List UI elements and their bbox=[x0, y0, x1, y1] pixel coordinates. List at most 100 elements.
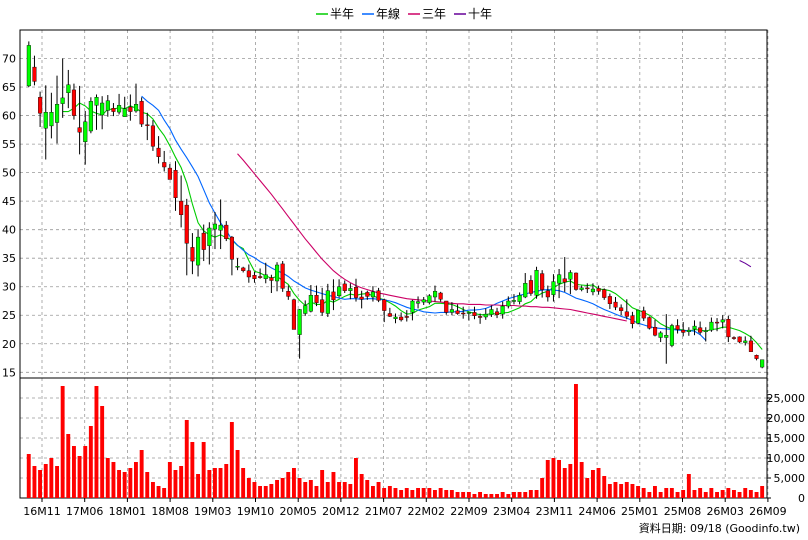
candle-body bbox=[641, 310, 646, 319]
candle-body bbox=[602, 289, 607, 298]
candle-body bbox=[32, 66, 37, 82]
volume-bar bbox=[461, 492, 466, 498]
volume-bar bbox=[258, 486, 262, 498]
x-axis: 16M11 17M06 18M01 18M08 19M03 19M10 20M05 20M12… bbox=[23, 498, 787, 518]
candle-body bbox=[246, 270, 251, 278]
volume-tick-label: 10,000 bbox=[767, 452, 806, 465]
volume-bar bbox=[235, 450, 240, 498]
candle-body bbox=[195, 236, 201, 266]
volume-bar bbox=[455, 492, 460, 498]
volume-bar bbox=[60, 386, 65, 498]
volume-bar bbox=[416, 488, 420, 498]
volume-bar bbox=[602, 476, 607, 498]
candle-body bbox=[167, 167, 172, 180]
candle-body bbox=[511, 300, 516, 302]
candle-body bbox=[737, 336, 742, 343]
candle-body bbox=[636, 309, 641, 324]
volume-bar bbox=[55, 466, 59, 498]
volume-bar bbox=[410, 490, 415, 498]
volume-bar bbox=[88, 426, 93, 498]
candle-body bbox=[624, 311, 629, 317]
candle-body bbox=[421, 299, 426, 303]
candle-body bbox=[156, 147, 161, 157]
volume-bar bbox=[495, 494, 499, 498]
x-tick-label: 25M01 bbox=[621, 505, 659, 518]
volume-bar bbox=[354, 458, 358, 498]
volume-bar bbox=[66, 434, 71, 498]
volume-tick-label: 15,000 bbox=[767, 432, 806, 445]
volume-bar bbox=[444, 490, 449, 498]
volume-bar bbox=[213, 468, 217, 498]
volume-bar bbox=[94, 386, 99, 498]
volume-bar bbox=[122, 472, 127, 498]
volume-bar bbox=[38, 470, 42, 498]
candle-body bbox=[664, 335, 669, 338]
candle-body bbox=[376, 290, 381, 301]
volume-bar bbox=[145, 472, 150, 498]
volume-bar bbox=[596, 468, 601, 498]
volume-bar bbox=[557, 460, 561, 498]
candle-body bbox=[201, 232, 206, 250]
volume-bar bbox=[669, 488, 674, 498]
candle-body bbox=[534, 270, 539, 296]
x-tick-label: 21M07 bbox=[365, 505, 403, 518]
volume-bar bbox=[224, 464, 229, 498]
candle-body bbox=[359, 296, 364, 300]
candlesticks bbox=[26, 41, 765, 369]
volume-bar bbox=[568, 464, 573, 498]
volume-bar bbox=[703, 492, 708, 498]
candle-body bbox=[590, 288, 595, 293]
candle-body bbox=[229, 236, 235, 260]
volume-bar bbox=[489, 494, 494, 498]
candle-body bbox=[557, 274, 562, 284]
legend: 半年 年線 三年 十年 bbox=[316, 6, 492, 21]
volume-bar bbox=[737, 492, 742, 498]
candle-body bbox=[275, 264, 280, 282]
candle-body bbox=[291, 299, 297, 330]
candle-body bbox=[331, 291, 336, 301]
volume-bar bbox=[371, 486, 375, 498]
volume-bar bbox=[196, 474, 200, 498]
x-tick-label: 18M01 bbox=[109, 505, 147, 518]
candle-body bbox=[630, 315, 635, 324]
price-y-axis: 15 20 25 30 35 40 45 50 55 60 65 70 bbox=[2, 53, 16, 380]
volume-bar bbox=[692, 490, 697, 498]
candle-body bbox=[540, 273, 545, 290]
candle-body bbox=[342, 283, 347, 291]
volume-bar bbox=[49, 458, 54, 498]
candle-body bbox=[495, 311, 500, 315]
candle-body bbox=[382, 299, 387, 311]
candle-body bbox=[686, 329, 691, 333]
volume-bar bbox=[117, 470, 121, 498]
volume-bar bbox=[337, 482, 341, 498]
legend-label: 十年 bbox=[468, 7, 492, 21]
volume-bar bbox=[421, 488, 426, 498]
candle-body bbox=[754, 355, 759, 359]
candle-body bbox=[145, 124, 150, 126]
volume-bar bbox=[478, 492, 482, 498]
volume-tick-label: 5,000 bbox=[774, 472, 806, 485]
candle-body bbox=[579, 287, 584, 290]
volume-bar bbox=[551, 458, 556, 498]
volume-bar bbox=[184, 420, 189, 498]
candle-body bbox=[596, 288, 601, 292]
candle-body bbox=[483, 313, 488, 318]
candle-body bbox=[433, 291, 438, 298]
candle-body bbox=[692, 325, 697, 330]
candle-body bbox=[399, 316, 404, 321]
volume-bar bbox=[308, 480, 313, 498]
x-tick-label: 16M11 bbox=[23, 505, 61, 518]
candle-body bbox=[720, 319, 725, 323]
x-tick-label: 23M04 bbox=[493, 505, 531, 518]
volume-bar bbox=[675, 492, 680, 498]
candle-body bbox=[517, 295, 522, 302]
price-tick-label: 55 bbox=[2, 138, 16, 151]
volume-bar bbox=[540, 478, 545, 498]
volume-bar bbox=[579, 462, 584, 498]
candle-body bbox=[184, 204, 189, 244]
candle-body bbox=[506, 300, 511, 307]
price-tick-label: 50 bbox=[2, 167, 16, 180]
volume-bar bbox=[591, 470, 595, 498]
